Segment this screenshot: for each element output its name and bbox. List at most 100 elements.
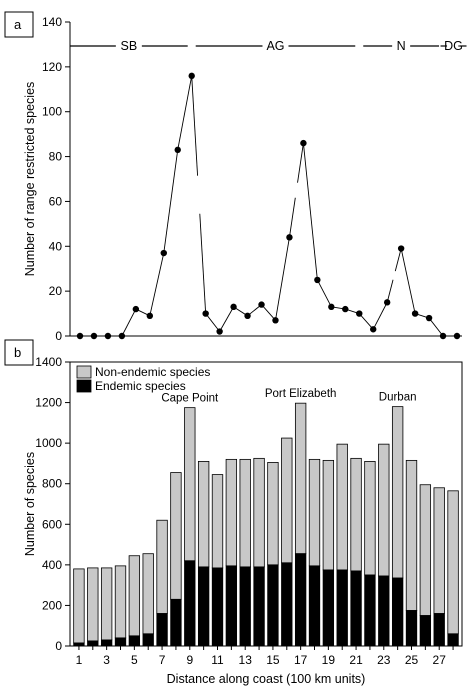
bar-endemic	[225, 565, 238, 647]
legend-label-endemic: Endemic species	[95, 379, 186, 393]
panel-b-y-title: Number of species	[23, 452, 37, 556]
panel-b-x-tick-label: 25	[405, 653, 419, 667]
bar-endemic	[197, 566, 210, 647]
series-line-segment	[297, 143, 304, 183]
panel-b-x-tick-label: 13	[239, 653, 253, 667]
data-point	[439, 332, 447, 340]
data-point	[314, 276, 321, 284]
bar-endemic	[364, 574, 376, 647]
bar-endemic	[405, 610, 418, 647]
panel-a-y-tick-label: 0	[55, 329, 62, 343]
series-line-segment	[394, 248, 402, 272]
data-point	[342, 305, 349, 313]
panel-a-label: a	[14, 17, 22, 32]
series-line-segment	[261, 304, 276, 321]
panel-a-y-tick-label: 120	[42, 60, 62, 74]
data-point	[132, 305, 140, 313]
data-point	[272, 317, 279, 324]
bar-non-endemic	[308, 458, 321, 567]
bar-non-endemic	[294, 402, 307, 555]
bar-non-endemic	[156, 519, 168, 614]
data-point	[174, 146, 181, 154]
series-line-segment	[205, 313, 220, 332]
data-point	[230, 303, 237, 311]
annotation-label: Durban	[379, 392, 417, 404]
bar-non-endemic	[100, 567, 113, 641]
zone-label: DG	[444, 39, 463, 53]
data-point	[453, 332, 461, 340]
bar-endemic	[391, 577, 404, 647]
series-line-segment	[163, 149, 179, 254]
bar-endemic	[322, 569, 335, 647]
bar-endemic	[114, 637, 127, 647]
panel-b-y-tick-label: 800	[42, 477, 62, 491]
panel-a-label-box: a	[4, 11, 34, 38]
series-line-segment	[191, 75, 199, 176]
data-point	[425, 314, 433, 322]
panel-b-x-tick-label: 5	[131, 653, 138, 667]
bar-endemic	[433, 613, 445, 647]
panel-a-y-tick-label: 100	[42, 105, 62, 119]
bar-non-endemic	[281, 437, 293, 564]
data-point	[244, 312, 251, 320]
panel-b-x-tick-label: 9	[186, 653, 193, 667]
series-line-segment	[177, 75, 193, 150]
legend-swatch-non-endemic	[76, 365, 92, 379]
bar-non-endemic	[73, 568, 85, 644]
bar-non-endemic	[225, 458, 238, 567]
bar-non-endemic	[114, 565, 127, 639]
panel-b-x-tick-label: 7	[159, 653, 166, 667]
bar-non-endemic	[447, 490, 459, 635]
annotation-label: Port Elizabeth	[265, 388, 337, 400]
legend-label-non-endemic: Non-endemic species	[95, 365, 210, 379]
series-line-segment	[400, 248, 416, 314]
data-point	[356, 310, 363, 317]
legend: Non-endemic species Endemic species	[76, 365, 210, 393]
data-point	[328, 303, 335, 311]
data-point	[104, 332, 112, 340]
bar-endemic	[294, 553, 307, 647]
data-point	[216, 328, 223, 335]
bar-endemic	[211, 567, 224, 647]
bar-non-endemic	[336, 443, 348, 571]
panel-b-y-tick-label: 0	[55, 639, 62, 653]
panel-b-label-box: b	[4, 339, 34, 366]
data-point	[370, 326, 377, 333]
series-line-segment	[316, 279, 332, 308]
panel-b-y-tick-label: 1200	[35, 396, 62, 410]
bar-endemic	[267, 564, 279, 647]
bar-endemic	[419, 615, 432, 647]
data-point	[146, 312, 154, 320]
bar-endemic	[378, 575, 390, 647]
panel-b-y-tick-label: 1000	[35, 436, 62, 450]
bar-non-endemic	[170, 472, 182, 600]
bar-non-endemic	[433, 487, 445, 614]
bar-endemic	[447, 633, 459, 647]
panel-b-y-tick-label: 600	[42, 517, 62, 531]
bar-non-endemic	[364, 460, 376, 576]
series-line-segment	[372, 302, 388, 330]
panel-a-y-tick-label: 140	[42, 15, 62, 29]
zone-label: SB	[121, 39, 138, 53]
data-point	[160, 249, 167, 257]
bar-endemic	[350, 570, 362, 647]
series-line-segment	[275, 237, 290, 321]
bar-endemic	[142, 633, 154, 647]
annotation-label: Cape Point	[161, 393, 219, 405]
panel-b-y-tick-label: 400	[42, 558, 62, 572]
bar-non-endemic	[405, 459, 418, 611]
panel-b-x-title: Distance along coast (100 km units)	[167, 672, 366, 686]
zone-label: N	[397, 39, 406, 53]
panel-b-y-tick-label: 1400	[35, 355, 62, 369]
bar-non-endemic	[128, 555, 141, 637]
panel-b-frame	[69, 361, 463, 647]
series-line-segment	[302, 143, 318, 280]
panel-a-y-tick-label: 80	[49, 150, 63, 164]
panel-b-label: b	[14, 345, 21, 360]
panel-b-x-tick-label: 17	[294, 653, 308, 667]
data-point	[118, 332, 126, 340]
zone-label: AG	[266, 39, 284, 53]
series-line-segment	[149, 252, 165, 316]
data-point	[202, 310, 209, 317]
bar-non-endemic	[211, 474, 224, 569]
